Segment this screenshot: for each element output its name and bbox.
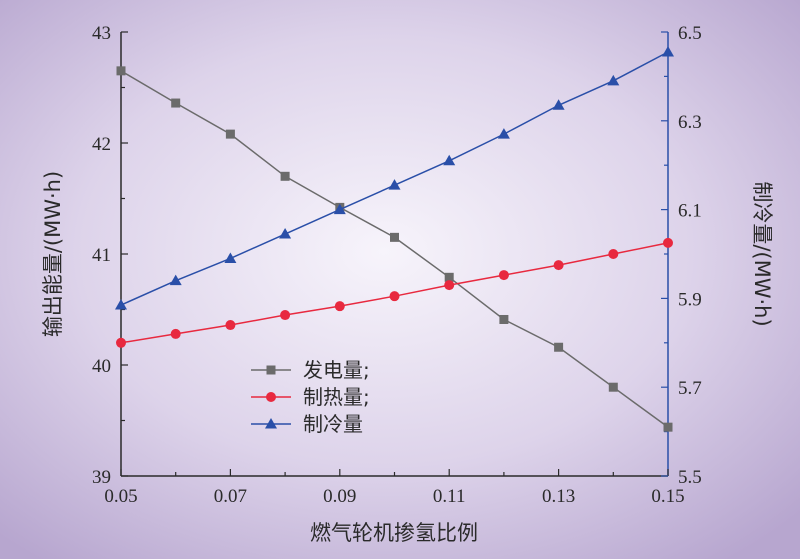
- data-point: [280, 171, 290, 181]
- data-point: [169, 274, 182, 286]
- legend: 发电量; 制热量; 制冷量: [251, 358, 370, 436]
- data-point: [389, 291, 400, 302]
- data-point: [280, 310, 291, 321]
- legend-item: 制冷量: [251, 412, 363, 436]
- legend-marker: [266, 392, 276, 402]
- right-y-tick-label: 5.9: [678, 289, 702, 310]
- legend-item: 制热量;: [251, 385, 370, 409]
- data-point: [116, 66, 126, 76]
- right-y-tick-label: 6.1: [678, 201, 702, 222]
- legend-marker: [265, 418, 277, 429]
- data-point: [554, 342, 564, 352]
- data-point: [334, 301, 345, 312]
- right-y-tick-label: 5.5: [678, 467, 702, 488]
- series-3: [115, 45, 674, 310]
- data-point: [444, 272, 454, 282]
- data-point: [224, 252, 237, 263]
- data-point: [444, 280, 455, 291]
- data-point: [279, 228, 292, 239]
- left-y-axis-title: 输出能量/(MW·h): [41, 171, 65, 337]
- x-tick-label: 0.13: [542, 486, 575, 507]
- data-point: [663, 237, 673, 248]
- data-point: [607, 74, 620, 86]
- data-point: [608, 249, 619, 259]
- x-tick-label: 0.05: [104, 486, 137, 507]
- data-point: [116, 337, 126, 348]
- right-y-tick-label: 6.3: [678, 112, 702, 133]
- data-point: [662, 45, 674, 57]
- data-point: [225, 320, 236, 331]
- data-point: [170, 328, 181, 339]
- series-2: [116, 237, 673, 348]
- x-tick-label: 0.09: [323, 486, 356, 507]
- data-point: [552, 99, 565, 110]
- x-axis-title: 燃气轮机掺氢比例: [310, 521, 478, 545]
- left-y-tick-label: 43: [92, 23, 111, 44]
- left-y-tick-label: 41: [92, 245, 111, 266]
- data-point: [333, 203, 346, 215]
- data-point: [225, 129, 235, 139]
- x-tick-label: 0.11: [433, 486, 466, 507]
- data-point: [499, 314, 509, 324]
- legend-item: 发电量;: [251, 358, 370, 382]
- left-y-tick-label: 39: [92, 467, 111, 488]
- data-point: [390, 232, 399, 242]
- right-y-axis-title: 制冷量/(MW·h): [750, 181, 774, 326]
- left-y-tick-label: 42: [92, 134, 111, 155]
- legend-marker: [266, 365, 276, 375]
- legend-label: 发电量;: [303, 358, 370, 382]
- right-y-tick-label: 5.7: [678, 378, 702, 399]
- axes: 0.05 0.07 0.09 0.11 0.13 0.15 39 40 41 42 43 5.5 5.7…: [92, 23, 702, 507]
- data-point: [498, 270, 509, 281]
- data-point: [608, 382, 618, 392]
- legend-label: 制冷量: [303, 412, 363, 436]
- right-y-tick-label: 6.5: [678, 23, 702, 44]
- series-group: [115, 45, 674, 432]
- data-point: [443, 154, 456, 166]
- data-point: [171, 98, 181, 108]
- series-1: [116, 66, 673, 432]
- left-y-tick-label: 40: [92, 356, 111, 377]
- data-point: [663, 422, 673, 432]
- legend-label: 制热量;: [303, 385, 370, 409]
- data-point: [553, 260, 564, 271]
- data-point: [497, 128, 510, 139]
- data-point: [388, 179, 401, 190]
- x-tick-label: 0.07: [214, 486, 247, 507]
- x-tick-label: 0.15: [651, 486, 684, 507]
- data-point: [115, 299, 127, 310]
